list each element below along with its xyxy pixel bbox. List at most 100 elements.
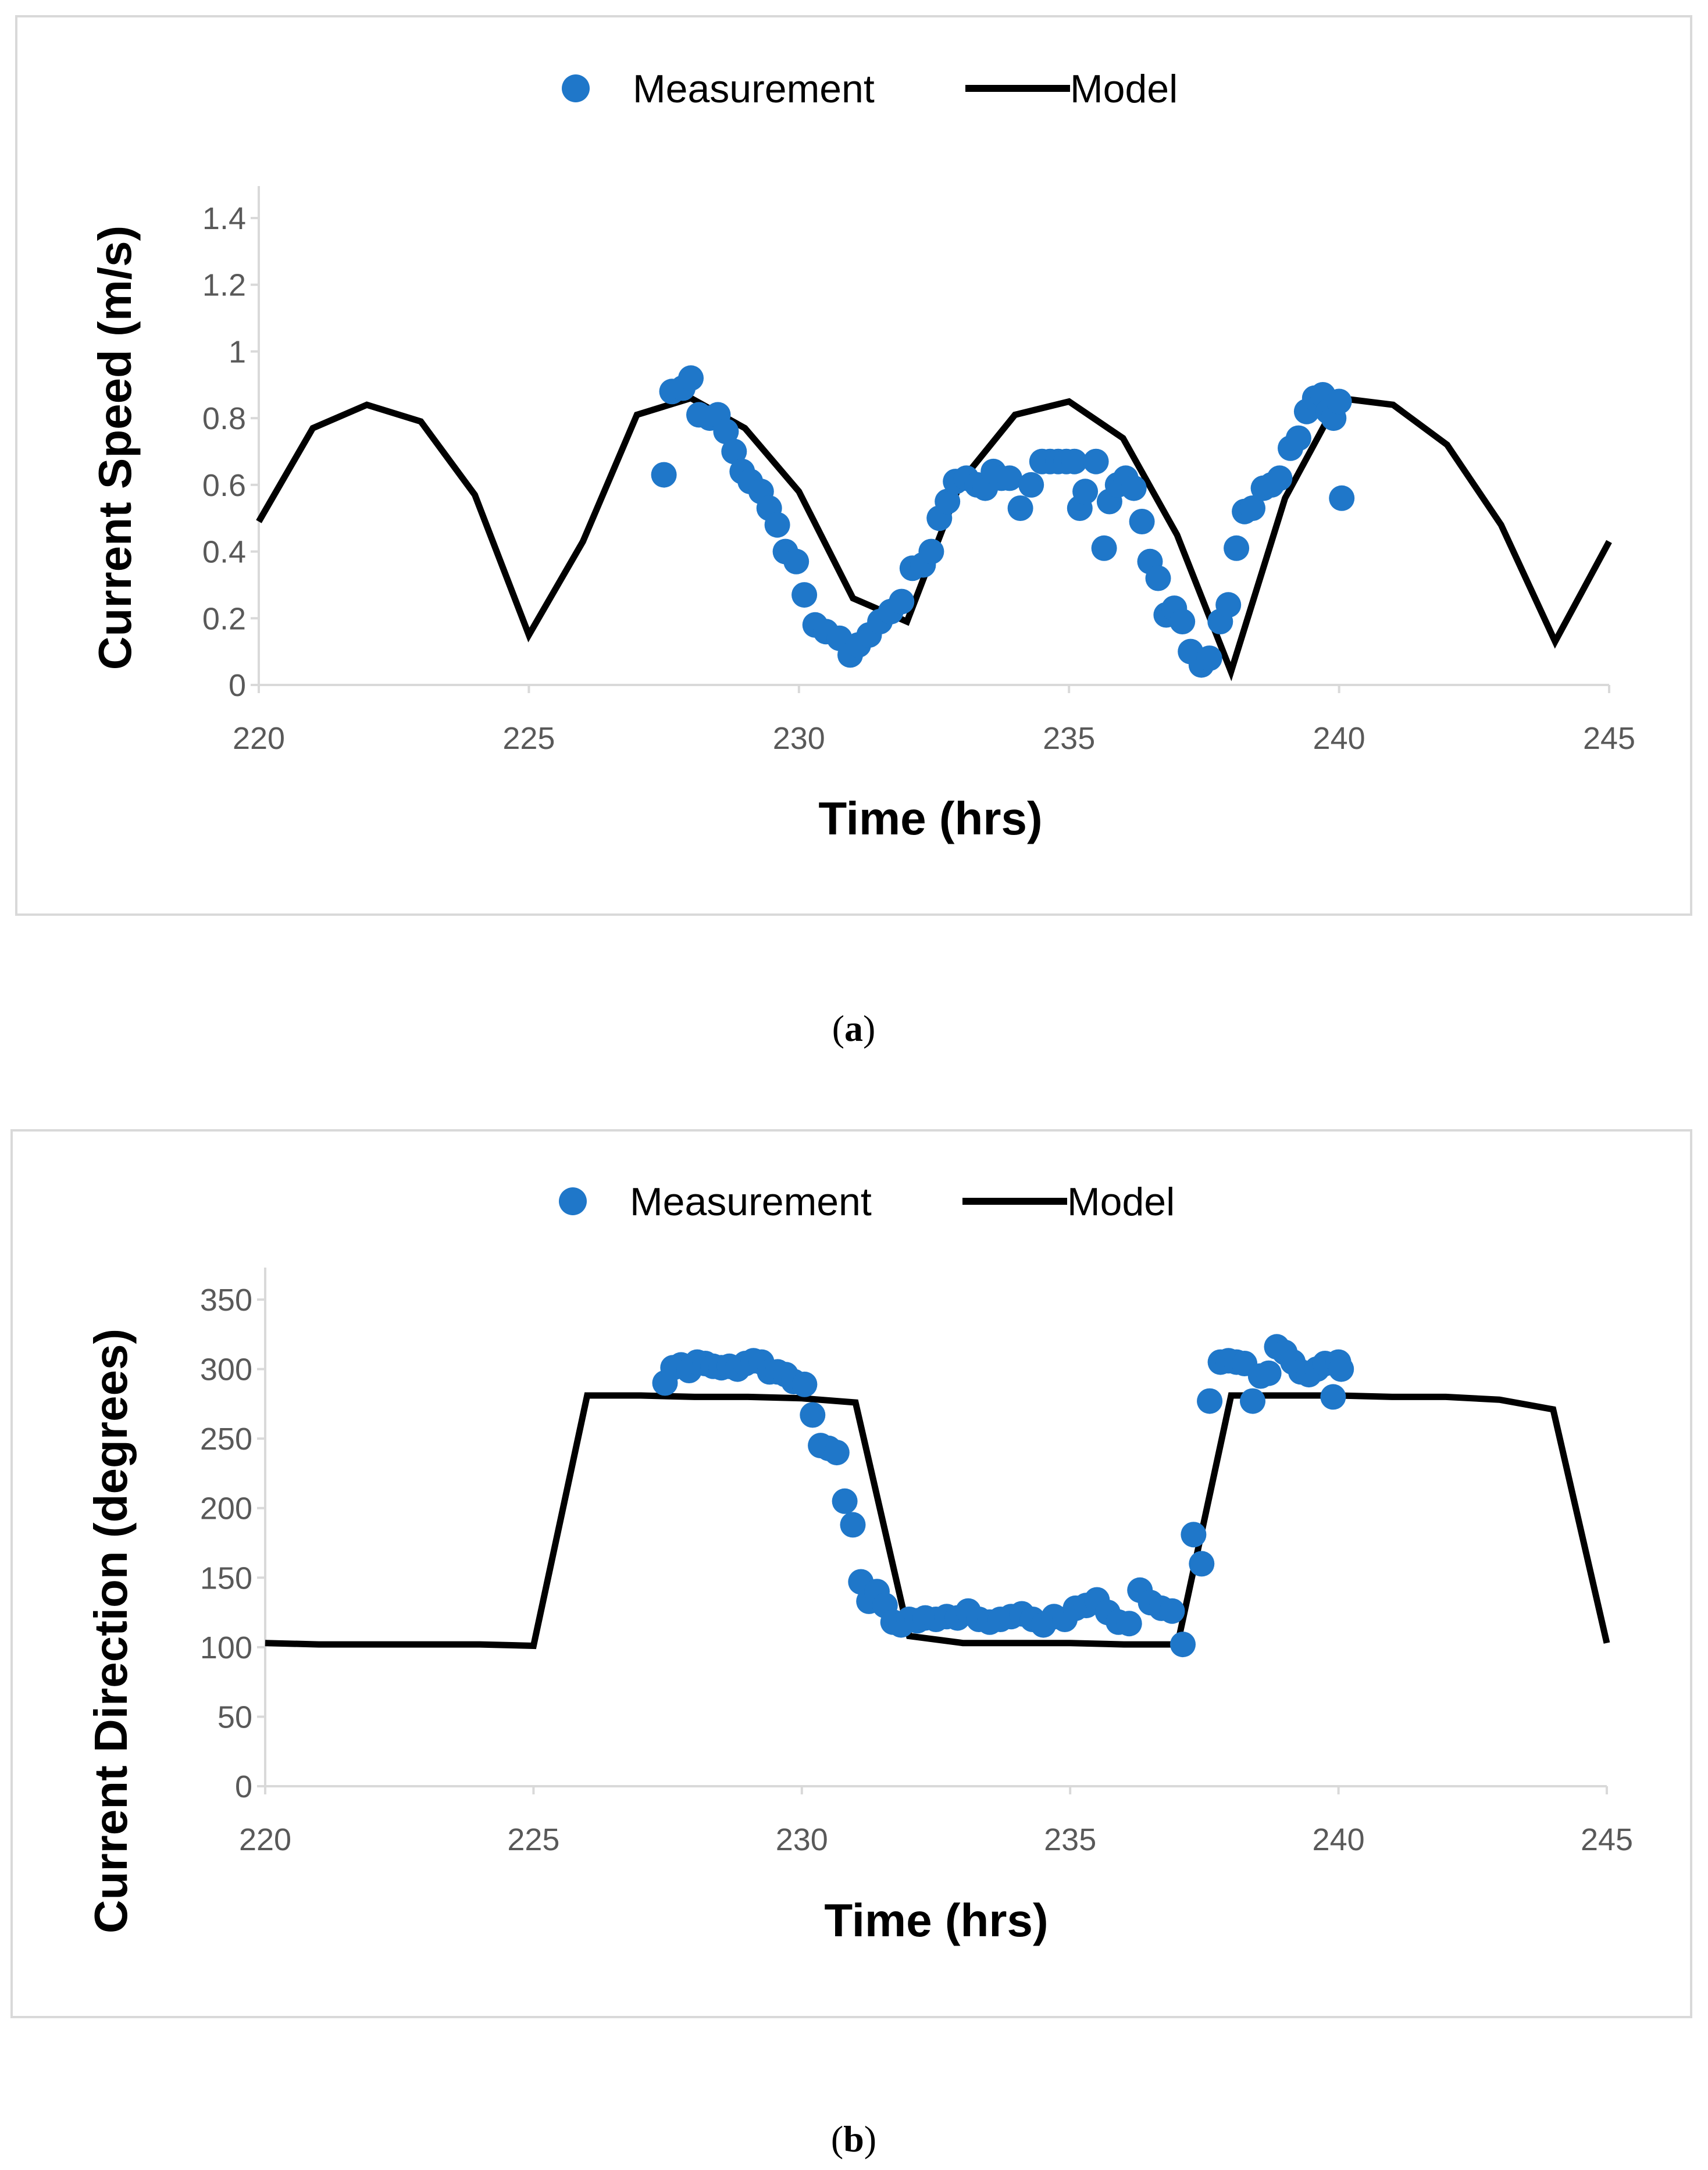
model-line	[265, 1392, 1610, 1650]
measurement-point	[1285, 425, 1311, 451]
x-tick-label: 230	[776, 1822, 828, 1857]
measurement-point	[1116, 1611, 1142, 1637]
measurement-point	[713, 419, 739, 445]
measurement-point	[1267, 465, 1293, 491]
x-tick-labels-a: 220 225 230 235 240 245	[233, 721, 1635, 756]
legend-measurement-marker-a	[562, 74, 590, 102]
x-tick-label: 230	[773, 721, 825, 756]
measurement-series-b	[652, 1334, 1354, 1658]
y-axis-title-b: Current Direction (degrees)	[85, 1329, 137, 1933]
measurement-point	[783, 548, 810, 574]
chart-panel-b: Measurement Model 050100150200250300350 …	[10, 1129, 1692, 2018]
axes-a	[251, 186, 1610, 693]
y-tick-label: 1.4	[202, 201, 246, 236]
y-tick-label: 0.2	[202, 601, 246, 636]
y-tick-label: 50	[217, 1700, 252, 1734]
legend-measurement-label-b: Measurement	[630, 1180, 872, 1224]
y-tick-label: 350	[200, 1283, 252, 1318]
measurement-point	[1181, 1522, 1207, 1548]
y-tick-label: 150	[200, 1561, 252, 1596]
x-tick-label: 245	[1581, 1822, 1633, 1857]
measurement-point	[1007, 495, 1033, 521]
caption-a-close: )	[863, 1008, 875, 1049]
caption-b-letter: b	[843, 2118, 864, 2160]
x-tick-label: 245	[1583, 721, 1635, 756]
x-tick-label: 240	[1313, 1822, 1365, 1857]
x-tick-label: 235	[1044, 1822, 1096, 1857]
x-tick-labels-b: 220 225 230 235 240 245	[239, 1822, 1633, 1857]
measurement-point	[1129, 509, 1155, 534]
y-tick-label: 250	[200, 1422, 252, 1457]
measurement-point	[823, 1440, 850, 1466]
measurement-point	[1083, 448, 1109, 474]
measurement-point	[1240, 495, 1265, 521]
measurement-point	[1196, 645, 1222, 672]
chart-frame-a	[15, 15, 1692, 916]
y-tick-label: 1.2	[202, 268, 246, 303]
y-tick-label: 1	[229, 334, 246, 369]
measurement-point	[1256, 1360, 1282, 1386]
caption-b-close: )	[864, 2118, 876, 2160]
measurement-point	[764, 512, 790, 538]
y-tick-label: 0	[229, 668, 246, 703]
y-tick-label: 0.4	[202, 535, 246, 570]
measurement-point	[889, 588, 915, 615]
measurement-point	[721, 438, 747, 465]
measurement-point	[1320, 1384, 1346, 1410]
measurement-point	[1240, 1388, 1265, 1414]
legend-b: Measurement Model	[559, 1180, 1175, 1224]
measurement-point	[1224, 535, 1250, 561]
measurement-point	[1061, 448, 1087, 474]
measurement-point	[791, 1371, 818, 1397]
x-tick-label: 240	[1313, 721, 1365, 756]
caption-a: (a)	[832, 1008, 876, 1049]
legend-measurement-label-a: Measurement	[633, 67, 875, 111]
measurement-point	[1121, 475, 1147, 501]
measurement-point	[1170, 1632, 1196, 1658]
caption-b: (b)	[831, 2118, 876, 2160]
measurement-point	[1328, 1356, 1354, 1382]
measurement-point	[1189, 1551, 1215, 1577]
x-axis-title-a: Time (hrs)	[818, 793, 1042, 844]
caption-a-open: (	[832, 1008, 844, 1049]
measurement-point	[1091, 535, 1117, 561]
x-tick-label: 235	[1043, 721, 1095, 756]
y-tick-label: 200	[200, 1491, 252, 1526]
legend-model-label-b: Model	[1067, 1180, 1175, 1224]
measurement-point	[1159, 1598, 1185, 1624]
y-tick-label: 100	[200, 1630, 252, 1665]
measurement-point	[1329, 485, 1355, 511]
legend-model-label-a: Model	[1070, 67, 1178, 111]
measurement-point	[1169, 609, 1196, 634]
x-axis-title-b: Time (hrs)	[824, 1894, 1048, 1946]
measurement-point	[1072, 479, 1099, 505]
caption-a-letter: a	[844, 1008, 863, 1049]
x-tick-label: 225	[502, 721, 555, 756]
measurement-point	[1197, 1388, 1223, 1414]
chart-panel-a: Measurement Model 0 0.2 0.4 0.6 0.8 1 1.2 1.4 2…	[15, 15, 1692, 916]
measurement-point	[918, 538, 944, 565]
measurement-point	[1215, 592, 1242, 618]
y-tick-label: 0.8	[202, 401, 246, 436]
measurement-point	[840, 1512, 866, 1538]
legend-a: Measurement Model	[562, 67, 1178, 111]
axes-b	[257, 1268, 1608, 1794]
x-tick-label: 220	[233, 721, 285, 756]
measurement-point	[832, 1488, 858, 1514]
y-tick-labels-a: 0 0.2 0.4 0.6 0.8 1 1.2 1.4	[202, 201, 246, 703]
x-tick-label: 220	[239, 1822, 291, 1857]
measurement-point	[651, 462, 677, 488]
measurement-point	[800, 1402, 826, 1428]
measurement-series-a	[651, 365, 1355, 678]
legend-measurement-marker-b	[559, 1187, 587, 1215]
y-tick-labels-b: 0 50 100 150 200 250 300 350	[200, 1283, 252, 1804]
x-tick-label: 225	[507, 1822, 559, 1857]
measurement-point	[791, 582, 818, 608]
measurement-point	[678, 365, 704, 391]
caption-b-open: (	[831, 2118, 843, 2160]
measurement-point	[935, 488, 961, 515]
measurement-point	[997, 465, 1022, 491]
measurement-point	[1326, 388, 1352, 415]
y-axis-title-a: Current Speed (m/s)	[89, 226, 141, 670]
